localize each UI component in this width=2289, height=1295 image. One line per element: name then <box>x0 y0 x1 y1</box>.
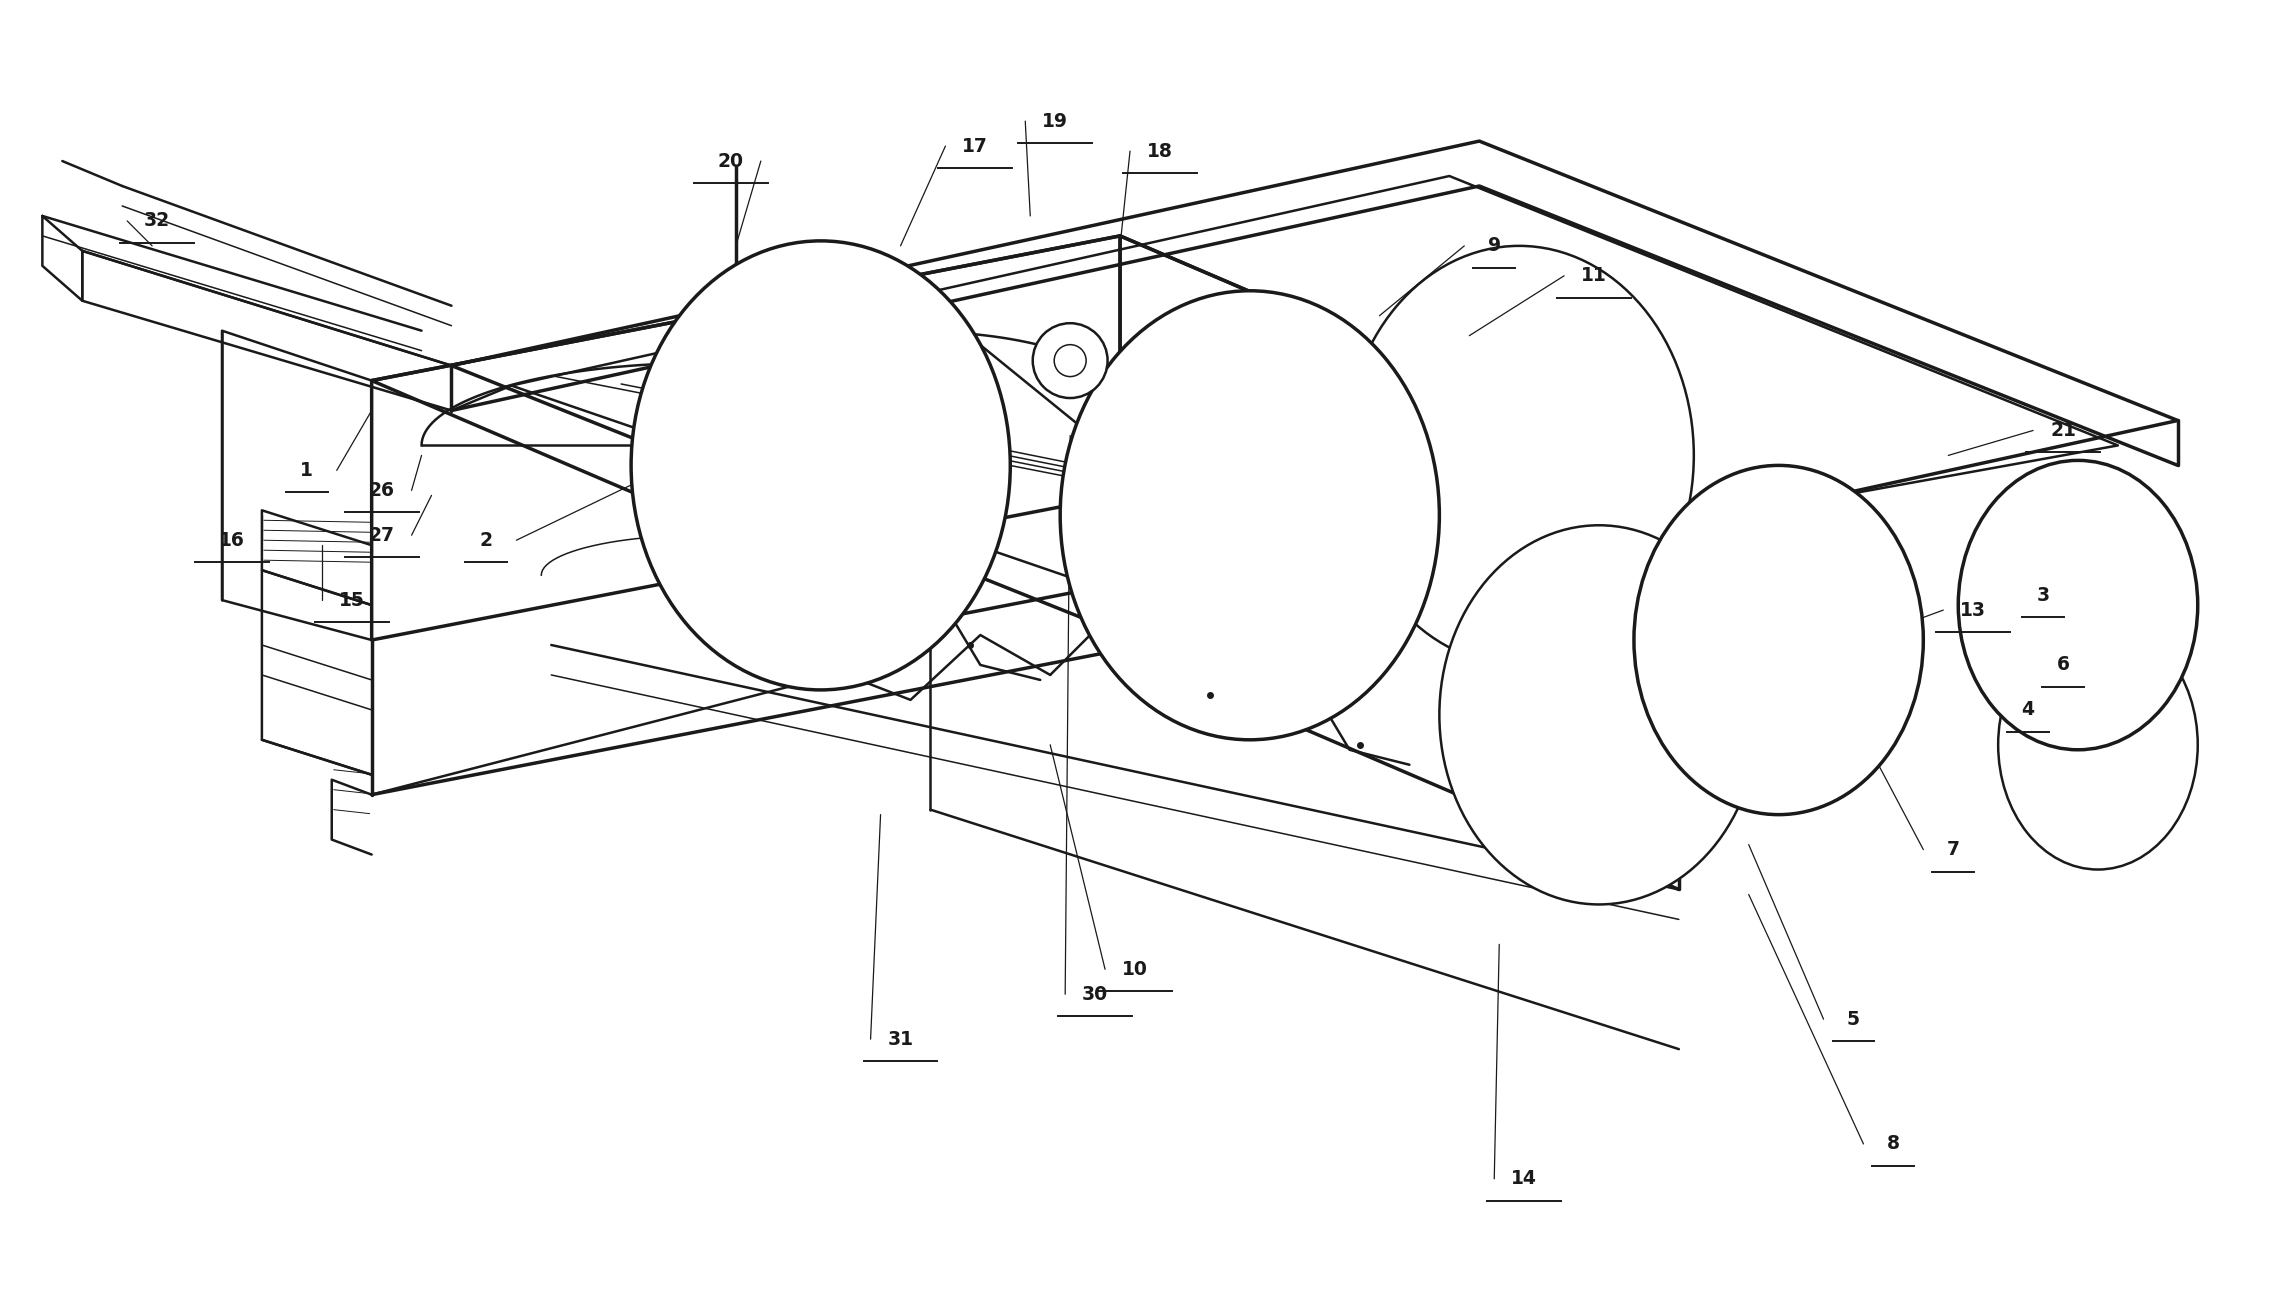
Text: 13: 13 <box>1959 601 1987 619</box>
Text: 14: 14 <box>1511 1169 1538 1189</box>
Text: 18: 18 <box>1147 141 1172 161</box>
Text: 32: 32 <box>144 211 169 231</box>
Text: 31: 31 <box>888 1030 913 1049</box>
Text: 17: 17 <box>961 136 989 155</box>
Text: 20: 20 <box>719 152 744 171</box>
Text: 21: 21 <box>2051 421 2076 440</box>
Text: 4: 4 <box>2021 701 2035 719</box>
Text: 15: 15 <box>339 591 364 610</box>
Text: 2: 2 <box>481 531 492 550</box>
Text: 3: 3 <box>2037 585 2049 605</box>
Text: 10: 10 <box>1122 960 1149 979</box>
Text: 19: 19 <box>1041 111 1069 131</box>
Text: 30: 30 <box>1083 984 1108 1004</box>
Text: 11: 11 <box>1582 267 1607 285</box>
Ellipse shape <box>1344 246 1694 664</box>
Ellipse shape <box>1032 324 1108 398</box>
Text: 8: 8 <box>1886 1134 1900 1154</box>
Text: 27: 27 <box>369 526 394 545</box>
Ellipse shape <box>1959 461 2197 750</box>
Text: 6: 6 <box>2056 655 2069 675</box>
Text: 26: 26 <box>369 480 394 500</box>
Ellipse shape <box>632 241 1009 690</box>
Text: 16: 16 <box>220 531 245 550</box>
Ellipse shape <box>1998 620 2197 869</box>
Ellipse shape <box>1055 344 1085 377</box>
Text: 1: 1 <box>300 461 314 480</box>
Text: 9: 9 <box>1488 237 1502 255</box>
Text: 7: 7 <box>1946 840 1959 859</box>
Ellipse shape <box>1440 526 1758 904</box>
Ellipse shape <box>1634 465 1923 815</box>
Ellipse shape <box>1060 291 1440 739</box>
Text: 5: 5 <box>1847 1010 1861 1028</box>
